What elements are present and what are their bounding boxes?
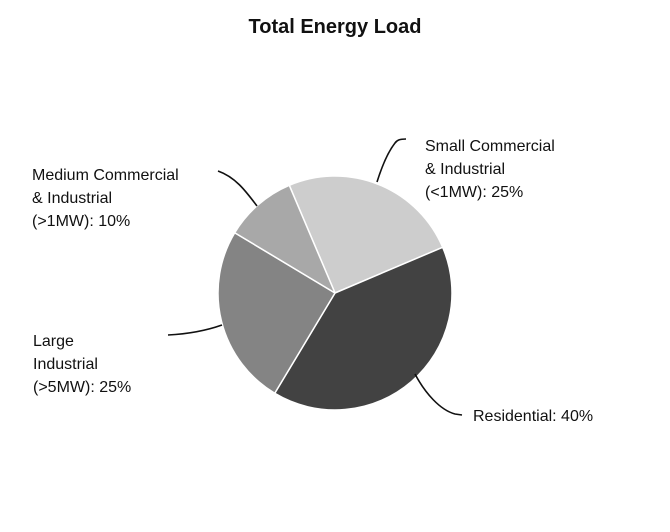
- leader-line-large-industrial: [167, 324, 223, 336]
- slice-label-residential: Residential: 40%: [473, 408, 594, 425]
- pie-slice-small-commercial: [288, 175, 444, 294]
- leader-line-medium-commercial: [217, 170, 258, 207]
- pie-slice-large-industrial: [217, 231, 336, 395]
- slice-label-small-commercial: Small Commercial & Industrial (<1MW): 25…: [425, 138, 555, 201]
- pie-slices: [217, 175, 453, 411]
- pie-slice-residential: [273, 246, 453, 411]
- leader-line-small-commercial: [376, 138, 407, 183]
- leader-line-residential: [414, 373, 463, 416]
- pie-slice-medium-commercial: [233, 184, 336, 294]
- chart-title: Total Energy Load: [248, 16, 422, 38]
- leader-lines: [167, 138, 463, 416]
- slice-label-large-industrial: Large Industrial (>5MW): 25%: [33, 333, 132, 396]
- slice-label-medium-commercial: Medium Commercial & Industrial (>1MW): 1…: [32, 167, 179, 230]
